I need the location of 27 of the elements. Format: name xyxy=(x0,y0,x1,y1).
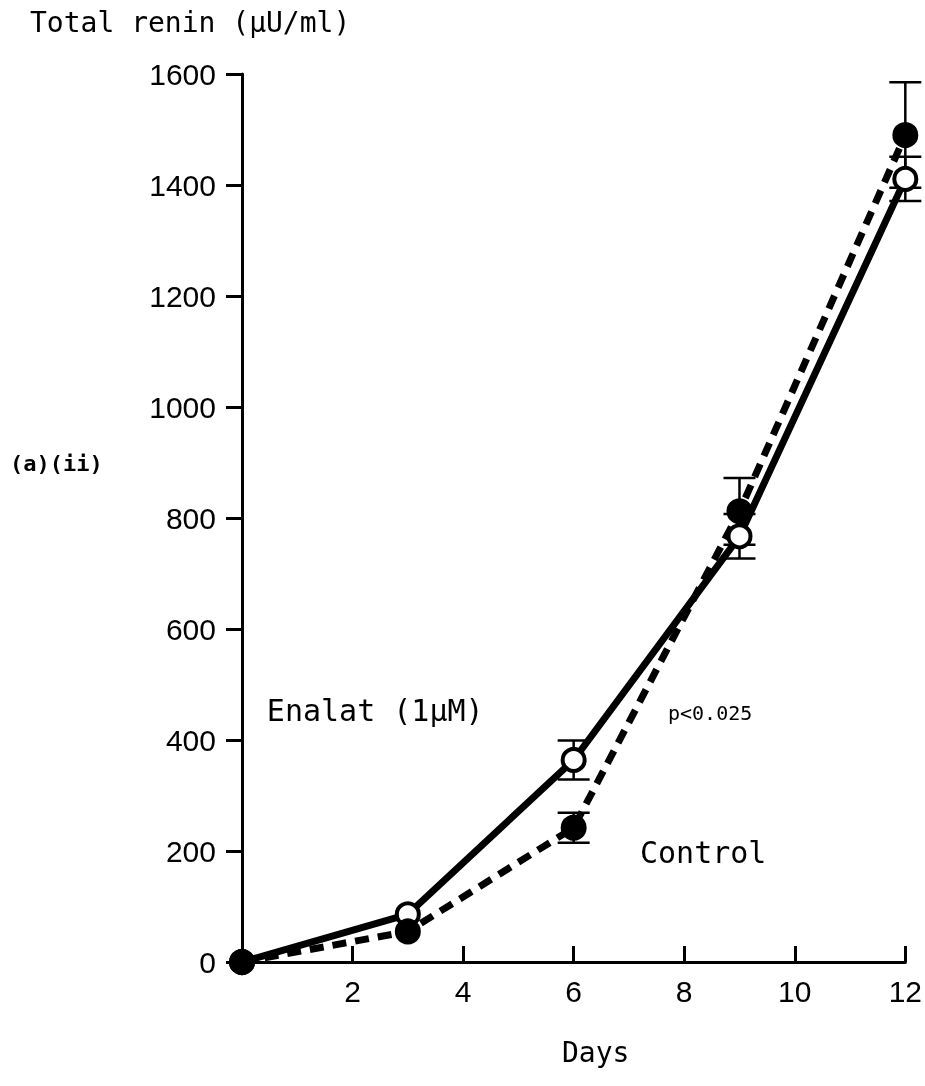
text: Enalat (1µM) xyxy=(266,693,484,729)
x-axis-title: Days xyxy=(562,1035,630,1069)
point xyxy=(560,746,587,773)
x-tick-label: 2 xyxy=(344,974,361,1008)
y-tick-label: 1000 xyxy=(149,390,216,424)
point xyxy=(394,918,421,945)
x-tick-label: 4 xyxy=(454,974,472,1008)
y-tick-label: 400 xyxy=(165,723,216,757)
y-tick-label: 0 xyxy=(199,945,216,979)
point xyxy=(726,498,753,525)
x-tick-label: 8 xyxy=(675,974,693,1008)
y-tick-label: 800 xyxy=(165,501,216,535)
annotation: p<0.025 xyxy=(668,701,753,725)
y-tick-label: 1200 xyxy=(149,279,216,313)
y-tick-label: 200 xyxy=(165,834,216,868)
x-tick-label: 6 xyxy=(565,974,582,1008)
y-tick-label: 600 xyxy=(165,612,216,646)
y-tick-label: 1600 xyxy=(149,57,216,91)
x-tick-label: 12 xyxy=(888,974,922,1008)
y-axis-title: Total renin (µU/ml) xyxy=(30,5,351,39)
series-label: Control xyxy=(639,834,767,870)
x-tick-label: 10 xyxy=(778,974,812,1008)
point xyxy=(892,122,919,149)
y-tick-label: 1400 xyxy=(149,168,216,202)
point xyxy=(726,523,753,550)
point xyxy=(892,165,919,192)
text: (a)(ii) xyxy=(10,450,103,476)
